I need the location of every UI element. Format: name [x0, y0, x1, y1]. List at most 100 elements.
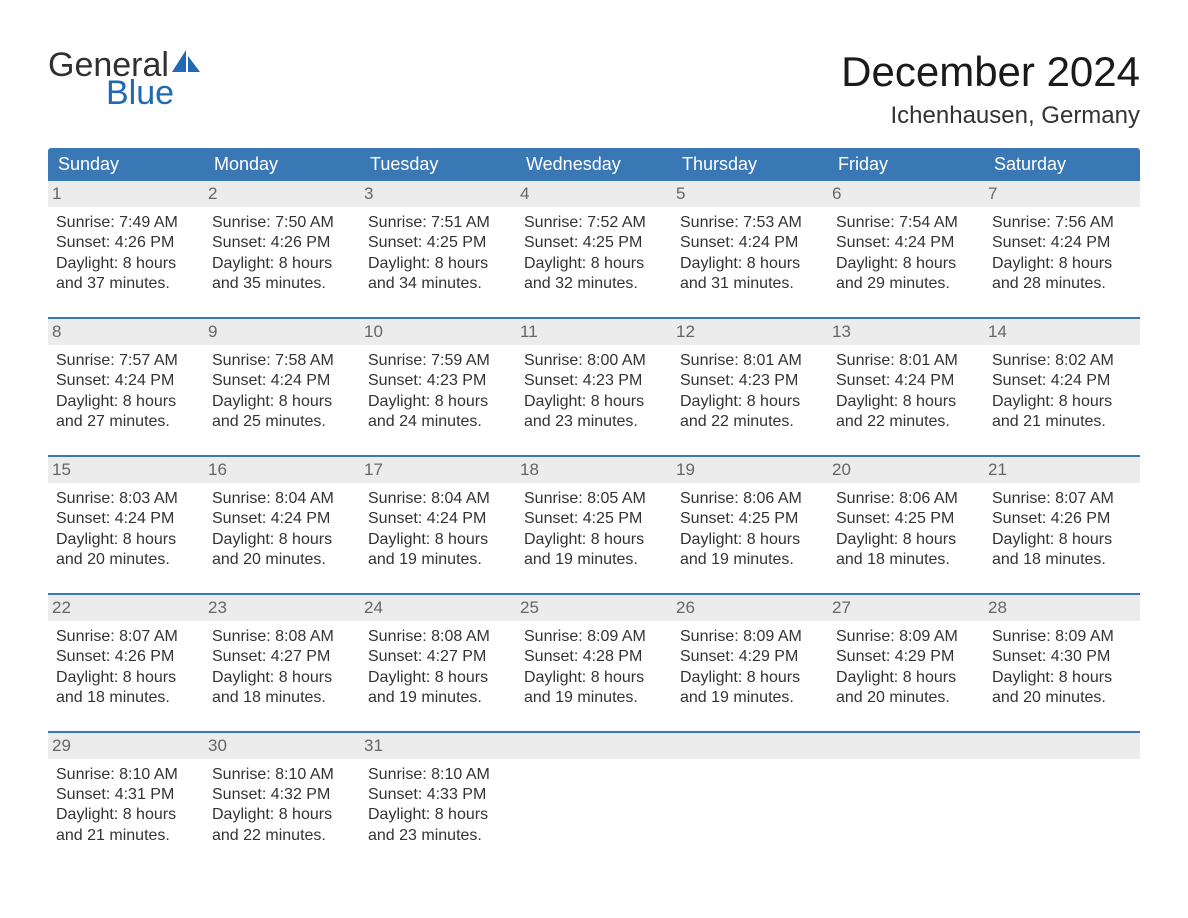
dl2-text: and 27 minutes. — [56, 412, 196, 432]
sunset-text: Sunset: 4:28 PM — [524, 647, 664, 667]
sunrise-text: Sunrise: 7:49 AM — [56, 213, 196, 233]
sunrise-text: Sunrise: 8:06 AM — [836, 489, 976, 509]
dl2-text: and 19 minutes. — [368, 550, 508, 570]
dl2-text: and 21 minutes. — [992, 412, 1132, 432]
day-number: 19 — [672, 457, 828, 483]
dl2-text: and 20 minutes. — [212, 550, 352, 570]
sunrise-text: Sunrise: 8:00 AM — [524, 351, 664, 371]
day-number — [828, 733, 984, 759]
sunrise-text: Sunrise: 8:07 AM — [992, 489, 1132, 509]
sunset-text: Sunset: 4:26 PM — [212, 233, 352, 253]
calendar-cell-empty — [828, 733, 984, 855]
dl1-text: Daylight: 8 hours — [992, 254, 1132, 274]
dl1-text: Daylight: 8 hours — [212, 254, 352, 274]
sunrise-text: Sunrise: 8:04 AM — [212, 489, 352, 509]
dl1-text: Daylight: 8 hours — [212, 530, 352, 550]
calendar-cell: 10 Sunrise: 7:59 AMSunset: 4:23 PMDayligh… — [360, 319, 516, 441]
sunrise-text: Sunrise: 8:09 AM — [992, 627, 1132, 647]
dl2-text: and 22 minutes. — [212, 826, 352, 846]
sunset-text: Sunset: 4:25 PM — [368, 233, 508, 253]
calendar-cell: 19Sunrise: 8:06 AMSunset: 4:25 PMDayligh… — [672, 457, 828, 579]
calendar-cell: 9Sunrise: 7:58 AMSunset: 4:24 PMDaylight… — [204, 319, 360, 441]
calendar-cell: 23Sunrise: 8:08 AMSunset: 4:27 PMDayligh… — [204, 595, 360, 717]
dl1-text: Daylight: 8 hours — [56, 254, 196, 274]
weekday-header-row: Sunday Monday Tuesday Wednesday Thursday… — [48, 148, 1140, 181]
sunrise-text: Sunrise: 8:01 AM — [680, 351, 820, 371]
sunset-text: Sunset: 4:24 PM — [56, 509, 196, 529]
calendar-cell: 25Sunrise: 8:09 AMSunset: 4:28 PMDayligh… — [516, 595, 672, 717]
dl2-text: and 25 minutes. — [212, 412, 352, 432]
calendar-cell: 28Sunrise: 8:09 AMSunset: 4:30 PMDayligh… — [984, 595, 1140, 717]
day-number — [672, 733, 828, 759]
sunrise-text: Sunrise: 8:09 AM — [524, 627, 664, 647]
calendar-page: General Blue December 2024 Ichenhausen, … — [0, 0, 1188, 894]
sunset-text: Sunset: 4:33 PM — [368, 785, 508, 805]
weekday-header: Saturday — [984, 148, 1140, 181]
day-number: 2 — [204, 181, 360, 207]
sunrise-text: Sunrise: 7:52 AM — [524, 213, 664, 233]
calendar-cell: 1Sunrise: 7:49 AMSunset: 4:26 PMDaylight… — [48, 181, 204, 303]
sunset-text: Sunset: 4:23 PM — [368, 371, 508, 391]
dl2-text: and 18 minutes. — [56, 688, 196, 708]
dl1-text: Daylight: 8 hours — [524, 530, 664, 550]
dl1-text: Daylight: 8 hours — [56, 392, 196, 412]
day-number: 9 — [204, 319, 360, 345]
sunset-text: Sunset: 4:29 PM — [836, 647, 976, 667]
day-number: 5 — [672, 181, 828, 207]
dl1-text: Daylight: 8 hours — [212, 668, 352, 688]
sunset-text: Sunset: 4:24 PM — [992, 371, 1132, 391]
sunset-text: Sunset: 4:26 PM — [56, 647, 196, 667]
dl2-text: and 31 minutes. — [680, 274, 820, 294]
sunset-text: Sunset: 4:24 PM — [368, 509, 508, 529]
dl1-text: Daylight: 8 hours — [992, 530, 1132, 550]
month-title: December 2024 — [841, 48, 1140, 96]
dl1-text: Daylight: 8 hours — [56, 530, 196, 550]
dl1-text: Daylight: 8 hours — [368, 392, 508, 412]
sunset-text: Sunset: 4:23 PM — [680, 371, 820, 391]
dl2-text: and 18 minutes. — [212, 688, 352, 708]
sunset-text: Sunset: 4:27 PM — [368, 647, 508, 667]
dl1-text: Daylight: 8 hours — [836, 254, 976, 274]
calendar-cell-empty — [672, 733, 828, 855]
sunrise-text: Sunrise: 8:07 AM — [56, 627, 196, 647]
location-subtitle: Ichenhausen, Germany — [841, 102, 1140, 130]
sunrise-text: Sunrise: 8:06 AM — [680, 489, 820, 509]
sunrise-text: Sunrise: 8:10 AM — [368, 765, 508, 785]
weekday-header: Tuesday — [360, 148, 516, 181]
calendar-cell-empty — [516, 733, 672, 855]
day-number: 8 — [48, 319, 204, 345]
sunset-text: Sunset: 4:24 PM — [212, 371, 352, 391]
calendar-cell: 26Sunrise: 8:09 AMSunset: 4:29 PMDayligh… — [672, 595, 828, 717]
day-number: 27 — [828, 595, 984, 621]
sunrise-text: Sunrise: 7:59 AM — [368, 351, 508, 371]
day-number: 21 — [984, 457, 1140, 483]
calendar-grid: Sunday Monday Tuesday Wednesday Thursday… — [48, 148, 1140, 854]
calendar-cell: 15Sunrise: 8:03 AMSunset: 4:24 PMDayligh… — [48, 457, 204, 579]
sunset-text: Sunset: 4:24 PM — [212, 509, 352, 529]
title-block: December 2024 Ichenhausen, Germany — [841, 48, 1140, 130]
calendar-week: 1Sunrise: 7:49 AMSunset: 4:26 PMDaylight… — [48, 181, 1140, 303]
sunrise-text: Sunrise: 8:09 AM — [680, 627, 820, 647]
calendar-cell: 27Sunrise: 8:09 AMSunset: 4:29 PMDayligh… — [828, 595, 984, 717]
sunset-text: Sunset: 4:24 PM — [836, 371, 976, 391]
dl1-text: Daylight: 8 hours — [836, 392, 976, 412]
sunrise-text: Sunrise: 8:10 AM — [56, 765, 196, 785]
calendar-cell: 20Sunrise: 8:06 AMSunset: 4:25 PMDayligh… — [828, 457, 984, 579]
day-number: 12 — [672, 319, 828, 345]
sunset-text: Sunset: 4:26 PM — [992, 509, 1132, 529]
day-number: 11 — [516, 319, 672, 345]
calendar-cell: 3Sunrise: 7:51 AMSunset: 4:25 PMDaylight… — [360, 181, 516, 303]
dl2-text: and 19 minutes. — [524, 550, 664, 570]
day-number: 10 — [360, 319, 516, 345]
day-number: 30 — [204, 733, 360, 759]
day-number — [516, 733, 672, 759]
day-number: 29 — [48, 733, 204, 759]
dl2-text: and 28 minutes. — [992, 274, 1132, 294]
calendar-cell: 7Sunrise: 7:56 AMSunset: 4:24 PMDaylight… — [984, 181, 1140, 303]
day-number: 6 — [828, 181, 984, 207]
calendar-week: 15Sunrise: 8:03 AMSunset: 4:24 PMDayligh… — [48, 455, 1140, 579]
dl1-text: Daylight: 8 hours — [56, 805, 196, 825]
sunset-text: Sunset: 4:23 PM — [524, 371, 664, 391]
dl1-text: Daylight: 8 hours — [992, 668, 1132, 688]
dl1-text: Daylight: 8 hours — [992, 392, 1132, 412]
